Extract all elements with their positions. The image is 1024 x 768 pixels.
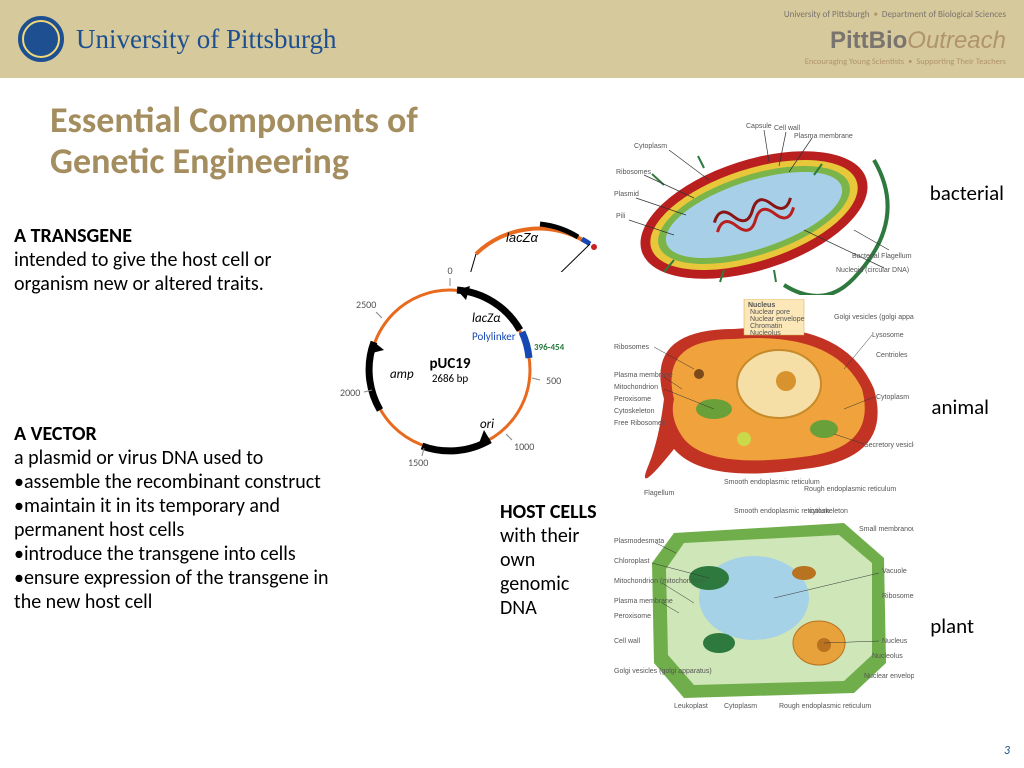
tick-1000: 1000 [514,440,534,453]
dept-line: University of Pittsburgh•Department of B… [784,9,1006,22]
polylinker-label: Polylinker [472,330,516,343]
svg-text:Centrioles: Centrioles [876,352,908,359]
svg-text:Rough endoplasmic reticulum: Rough endoplasmic reticulum [779,703,871,710]
vector-item: assemble the recombinant construct [14,470,354,494]
svg-text:Leukoplast: Leukoplast [674,703,708,710]
animal-label: animal [931,394,989,420]
transgene-heading: A TRANSGENE [14,224,284,248]
tick-2000: 2000 [340,386,360,399]
svg-text:Flagellum: Flagellum [644,490,675,497]
svg-text:Cytoplasm: Cytoplasm [724,703,757,710]
tick-0: 0 [447,264,452,277]
plasmid-name: pUC19 [430,355,471,373]
range-label: 396-454 [534,342,565,353]
svg-text:Ribosomes: Ribosomes [882,593,914,600]
svg-text:Capsule: Capsule [746,123,772,130]
vector-item: introduce the transgene into cells [14,542,354,566]
svg-text:Nuclear envelope: Nuclear envelope [864,673,914,680]
bacterial-cell-diagram: Capsule Cell wall Plasma membrane Cytopl… [614,120,914,295]
svg-text:Nucleoid (circular DNA): Nucleoid (circular DNA) [836,267,909,274]
tick-1500: 1500 [408,456,428,469]
tagline: Encouraging Young Scientists•Supporting … [784,57,1006,69]
amp-label: amp [390,367,414,382]
cell-column: Capsule Cell wall Plasma membrane Cytopl… [614,120,914,717]
vector-heading: A VECTOR [14,422,354,446]
lacz-label: lacZα [472,311,501,326]
svg-text:Cell wall: Cell wall [614,638,641,645]
header-right: University of Pittsburgh•Department of B… [784,9,1006,69]
svg-text:Small membranous vesicles: Small membranous vesicles [859,526,914,533]
host-body: with their own genomic DNA [500,524,600,620]
vector-item: ensure expression of the transgene in th… [14,566,354,614]
svg-text:Plasma membrane: Plasma membrane [794,133,853,140]
pittbio-logo: PittBioOutreach [784,24,1006,58]
svg-text:Mitochondrion: Mitochondrion [614,384,658,391]
host-heading: HOST CELLS [500,500,600,524]
svg-text:Golgi vesicles (golgi apparatu: Golgi vesicles (golgi apparatus) [834,314,914,321]
animal-cell-diagram: Nucleus Nuclear pore Nuclear envelope Ch… [614,299,914,499]
tick-2500: 2500 [356,298,376,311]
svg-text:Lysosome: Lysosome [872,332,904,339]
svg-text:Cytoskeleton: Cytoskeleton [614,408,655,415]
plasmid-size: 2686 bp [432,372,469,385]
svg-text:Nucleus: Nucleus [882,638,908,645]
bacterial-label: bacterial [930,180,1004,206]
header-left: University of Pittsburgh [18,16,337,62]
svg-text:Pili: Pili [616,213,626,220]
vector-lead: a plasmid or virus DNA used to [14,446,354,470]
svg-text:Ribosomes: Ribosomes [616,169,652,176]
svg-text:Bacterial Flagellum: Bacterial Flagellum [852,253,912,260]
svg-text:Smooth endoplasmic reticulum: Smooth endoplasmic reticulum [724,479,820,486]
svg-text:Free Ribosomes: Free Ribosomes [614,420,666,427]
svg-text:Plasmid: Plasmid [614,191,639,198]
svg-text:Nucleolus: Nucleolus [872,653,903,660]
transgene-block: A TRANSGENE intended to give the host ce… [14,224,284,296]
vector-block: A VECTOR a plasmid or virus DNA used to … [14,422,354,614]
lacz-zoom-label: lacZα [506,230,539,245]
plant-cell-diagram: Plasmodesmata Chloroplast Mitochondrion … [614,503,914,713]
transgene-body: intended to give the host cell or organi… [14,248,284,296]
ori-label: ori [480,417,494,432]
svg-text:Rough endoplasmic reticulum: Rough endoplasmic reticulum [804,486,896,493]
host-block: HOST CELLS with their own genomic DNA [500,500,600,620]
svg-text:Cytoplasm: Cytoplasm [634,143,667,150]
svg-text:Plasmodesmata: Plasmodesmata [614,538,664,545]
vector-item: maintain it in its temporary and permane… [14,494,354,542]
svg-text:Chromatin: Chromatin [750,323,782,330]
svg-text:Ribosomes: Ribosomes [614,344,650,351]
svg-text:Mitochondrion (mitochondria): Mitochondrion (mitochondria) [614,578,705,585]
vector-list: assemble the recombinant construct maint… [14,470,354,614]
svg-text:Peroxisome: Peroxisome [614,396,651,403]
tick-500: 500 [546,374,561,387]
svg-text:Cell wall: Cell wall [774,125,801,132]
svg-text:Golgi vesicles (golgi apparatu: Golgi vesicles (golgi apparatus) [614,668,712,675]
svg-text:Nucleolus: Nucleolus [750,330,781,337]
page-number: 3 [1004,744,1010,758]
university-name: University of Pittsburgh [76,24,337,55]
svg-text:Secretory vesicle: Secretory vesicle [864,442,914,449]
svg-text:Nuclear envelope: Nuclear envelope [750,316,805,323]
university-seal-icon [18,16,64,62]
svg-text:Cytoplasm: Cytoplasm [876,394,909,401]
svg-text:Nuclear pore: Nuclear pore [750,309,790,316]
svg-text:Peroxisome: Peroxisome [614,613,651,620]
slide-title: Essential Components of Genetic Engineer… [50,100,510,183]
slide-header: University of Pittsburgh University of P… [0,0,1024,78]
svg-text:Vacuole: Vacuole [882,568,907,575]
svg-text:cytoskeleton: cytoskeleton [809,508,848,515]
svg-text:Nucleus: Nucleus [748,302,775,309]
svg-text:Chloroplast: Chloroplast [614,558,649,565]
plant-label: plant [930,613,974,639]
svg-text:Plasma membrane: Plasma membrane [614,372,673,379]
plasmid-diagram: 0 500 1000 1500 2000 2500 amp ori lacZα … [330,250,570,490]
